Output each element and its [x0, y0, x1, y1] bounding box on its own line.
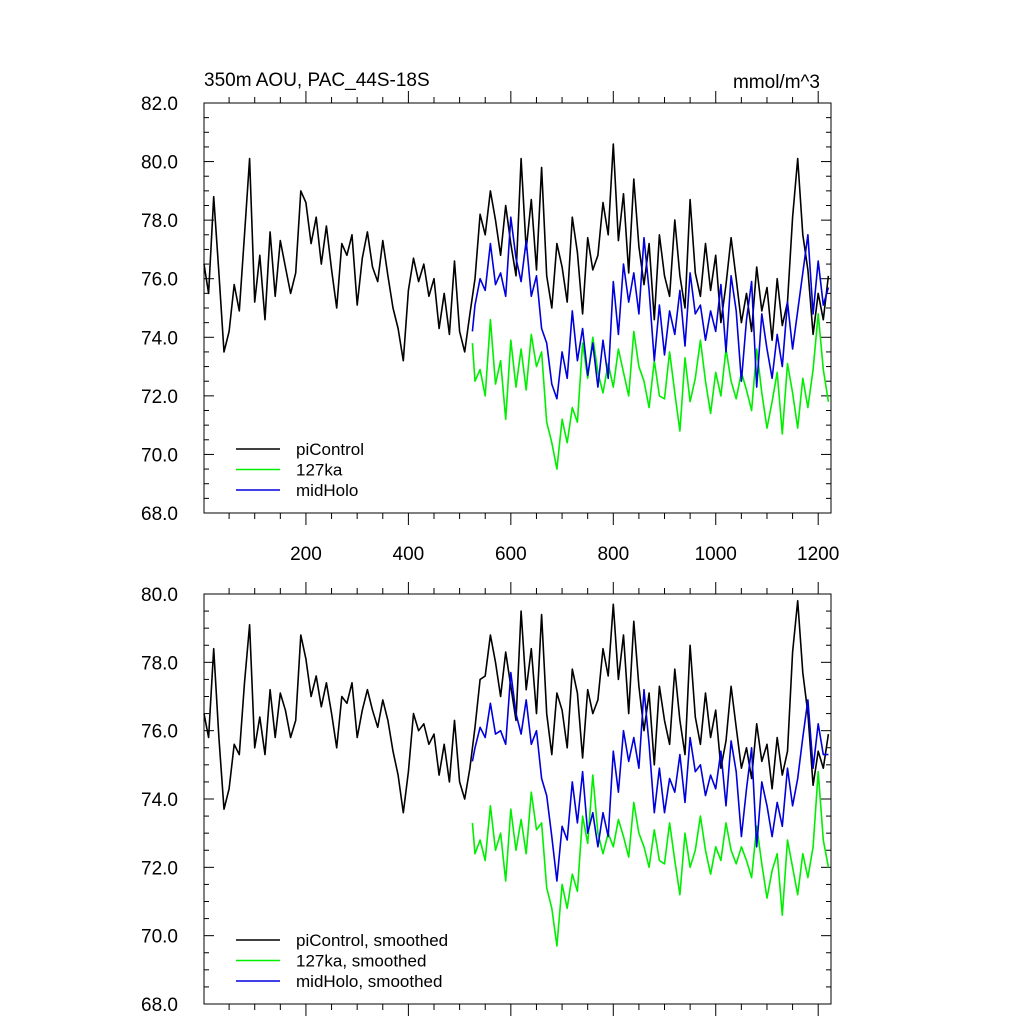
y-tick-label: 76.0 — [141, 722, 178, 743]
y-tick-label: 78.0 — [141, 211, 178, 232]
chart-title: 350m AOU, PAC_44S-18S — [204, 70, 430, 91]
bottom-y-axis-labels: 68.0 70.0 72.0 74.0 76.0 78.0 80.0 — [141, 585, 178, 1016]
legend-label-127ka-smoothed: 127ka, smoothed — [296, 952, 426, 971]
legend-label-picontrol-smoothed: piControl, smoothed — [296, 931, 448, 950]
top-y-axis-labels: 68.0 70.0 72.0 74.0 76.0 78.0 80.0 82.0 — [141, 94, 178, 525]
y-tick-label: 74.0 — [141, 790, 178, 811]
y-tick-label: 80.0 — [141, 153, 178, 174]
top-series — [203, 143, 830, 470]
y-tick-label: 70.0 — [141, 927, 178, 948]
top-panel: 350m AOU, PAC_44S-18S mmol/m^3 68.0 70.0… — [141, 70, 839, 565]
x-tick-label: 1000 — [695, 544, 737, 565]
x-tick-label: 800 — [597, 544, 629, 565]
legend-label-127ka: 127ka — [296, 461, 343, 480]
y-tick-label: 80.0 — [141, 585, 178, 606]
y-tick-label: 76.0 — [141, 270, 178, 291]
series-line-midholo-smoothed — [471, 671, 829, 882]
y-tick-label: 68.0 — [141, 995, 178, 1016]
series-line-127ka-smoothed — [471, 770, 830, 947]
y-tick-label: 68.0 — [141, 504, 178, 525]
legend-label-midholo-smoothed: midHolo, smoothed — [296, 972, 442, 991]
x-tick-label: 400 — [393, 544, 425, 565]
x-tick-label: 600 — [495, 544, 527, 565]
legend-label-midholo: midHolo — [296, 481, 358, 500]
x-tick-label: 1200 — [797, 544, 839, 565]
x-tick-label: 200 — [290, 544, 322, 565]
y-tick-label: 82.0 — [141, 94, 178, 115]
series-line-127ka — [471, 313, 830, 470]
series-line-picontrol-smoothed — [203, 600, 830, 814]
top-legend: piControl 127ka midHolo — [236, 440, 364, 500]
bottom-panel: 68.0 70.0 72.0 74.0 76.0 78.0 80.0 piCon… — [141, 582, 832, 1016]
y-tick-label: 78.0 — [141, 653, 178, 674]
bottom-ticks — [204, 582, 831, 1016]
series-line-picontrol — [203, 143, 830, 362]
bottom-series — [203, 600, 830, 947]
bottom-legend: piControl, smoothed 127ka, smoothed midH… — [236, 931, 448, 991]
series-line-midholo — [471, 216, 830, 400]
units-label: mmol/m^3 — [733, 72, 820, 93]
y-tick-label: 72.0 — [141, 858, 178, 879]
y-tick-label: 72.0 — [141, 387, 178, 408]
legend-label-picontrol: piControl — [296, 440, 364, 459]
y-tick-label: 74.0 — [141, 328, 178, 349]
top-x-axis-labels: 200 400 600 800 1000 1200 — [290, 544, 839, 565]
y-tick-label: 70.0 — [141, 445, 178, 466]
